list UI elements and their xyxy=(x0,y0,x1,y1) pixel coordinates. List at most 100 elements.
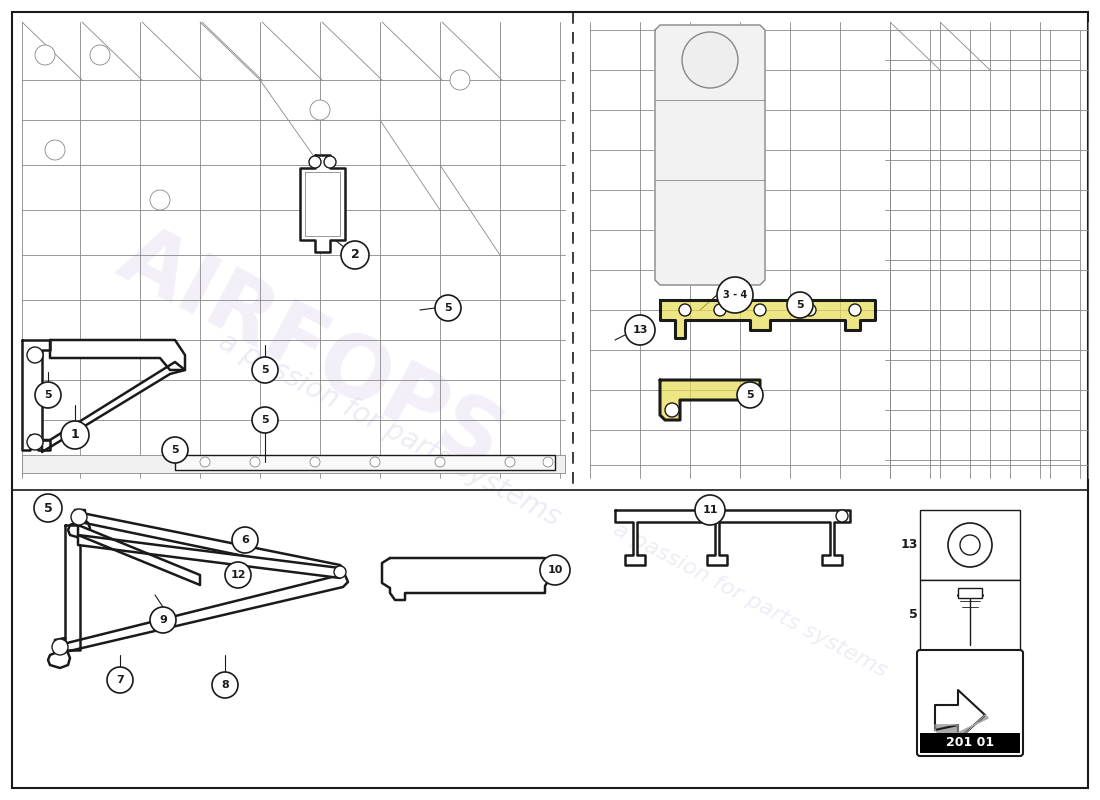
Circle shape xyxy=(679,304,691,316)
Circle shape xyxy=(309,156,321,168)
Circle shape xyxy=(162,437,188,463)
Text: 12: 12 xyxy=(230,570,245,580)
Circle shape xyxy=(341,241,368,269)
Circle shape xyxy=(90,45,110,65)
Circle shape xyxy=(150,190,170,210)
Circle shape xyxy=(310,100,330,120)
Circle shape xyxy=(28,347,43,363)
Circle shape xyxy=(714,304,726,316)
Circle shape xyxy=(849,304,861,316)
Text: 5: 5 xyxy=(261,415,268,425)
Circle shape xyxy=(836,510,848,522)
Circle shape xyxy=(52,639,68,655)
Polygon shape xyxy=(50,340,185,370)
Bar xyxy=(920,733,1020,753)
Text: 13: 13 xyxy=(632,325,648,335)
Circle shape xyxy=(334,566,346,578)
Bar xyxy=(22,455,565,473)
Circle shape xyxy=(804,304,816,316)
Text: 5: 5 xyxy=(796,300,804,310)
Circle shape xyxy=(505,457,515,467)
Polygon shape xyxy=(68,510,90,538)
Circle shape xyxy=(540,555,570,585)
Circle shape xyxy=(45,140,65,160)
Circle shape xyxy=(786,292,813,318)
Polygon shape xyxy=(80,513,345,576)
Circle shape xyxy=(250,457,260,467)
Polygon shape xyxy=(78,535,340,578)
Text: 10: 10 xyxy=(548,565,563,575)
Polygon shape xyxy=(65,575,348,652)
Circle shape xyxy=(666,403,679,417)
Circle shape xyxy=(434,295,461,321)
Polygon shape xyxy=(654,25,764,285)
Circle shape xyxy=(72,509,87,525)
Text: 5: 5 xyxy=(44,390,52,400)
Circle shape xyxy=(717,277,754,313)
Text: 9: 9 xyxy=(160,615,167,625)
Text: 3 - 4: 3 - 4 xyxy=(723,290,747,300)
Text: 5: 5 xyxy=(261,365,268,375)
Polygon shape xyxy=(300,155,345,252)
Circle shape xyxy=(212,672,238,698)
Polygon shape xyxy=(660,380,760,420)
Text: 201 01: 201 01 xyxy=(946,737,994,750)
Text: 6: 6 xyxy=(241,535,249,545)
Polygon shape xyxy=(175,455,556,470)
Circle shape xyxy=(226,562,251,588)
Circle shape xyxy=(695,495,725,525)
Circle shape xyxy=(682,32,738,88)
Text: 8: 8 xyxy=(221,680,229,690)
Polygon shape xyxy=(48,638,70,668)
Circle shape xyxy=(960,535,980,555)
Bar xyxy=(958,588,982,598)
Polygon shape xyxy=(65,525,80,650)
Circle shape xyxy=(34,494,62,522)
Circle shape xyxy=(252,357,278,383)
Polygon shape xyxy=(958,715,988,740)
FancyBboxPatch shape xyxy=(917,650,1023,756)
Circle shape xyxy=(434,457,446,467)
Circle shape xyxy=(450,70,470,90)
Circle shape xyxy=(754,304,766,316)
Polygon shape xyxy=(22,340,50,450)
Circle shape xyxy=(310,457,320,467)
Text: 13: 13 xyxy=(901,538,918,551)
Circle shape xyxy=(625,315,654,345)
Circle shape xyxy=(60,421,89,449)
Polygon shape xyxy=(660,300,874,338)
Text: 2: 2 xyxy=(351,249,360,262)
Text: 5: 5 xyxy=(444,303,452,313)
Text: 5: 5 xyxy=(172,445,179,455)
Polygon shape xyxy=(615,510,850,565)
Polygon shape xyxy=(935,690,984,740)
Polygon shape xyxy=(935,725,958,733)
Polygon shape xyxy=(78,525,200,585)
Circle shape xyxy=(324,156,336,168)
Polygon shape xyxy=(382,558,550,600)
Circle shape xyxy=(948,523,992,567)
Text: 7: 7 xyxy=(117,675,124,685)
Text: 1: 1 xyxy=(70,429,79,442)
Text: 5: 5 xyxy=(910,609,918,622)
Polygon shape xyxy=(42,362,185,452)
Circle shape xyxy=(370,457,379,467)
Circle shape xyxy=(35,45,55,65)
Circle shape xyxy=(232,527,258,553)
Circle shape xyxy=(200,457,210,467)
Circle shape xyxy=(543,457,553,467)
Circle shape xyxy=(737,382,763,408)
Circle shape xyxy=(252,407,278,433)
Text: a passion for parts systems: a passion for parts systems xyxy=(609,519,890,681)
Text: a passion for parts systems: a passion for parts systems xyxy=(214,328,565,532)
Circle shape xyxy=(107,667,133,693)
Circle shape xyxy=(28,434,43,450)
Text: AIRFOPS: AIRFOPS xyxy=(104,214,516,486)
Circle shape xyxy=(150,607,176,633)
Text: 11: 11 xyxy=(702,505,717,515)
Bar xyxy=(920,580,1020,650)
Bar xyxy=(920,510,1020,580)
Circle shape xyxy=(35,382,60,408)
Text: 5: 5 xyxy=(746,390,754,400)
Text: 5: 5 xyxy=(44,502,53,514)
